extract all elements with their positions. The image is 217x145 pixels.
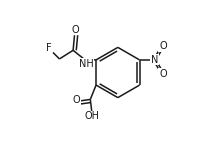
Text: NH: NH	[79, 59, 93, 69]
Text: N: N	[151, 55, 158, 65]
Text: OH: OH	[85, 111, 100, 121]
Text: O: O	[159, 69, 167, 79]
Text: O: O	[159, 41, 167, 51]
Text: O: O	[72, 25, 79, 35]
Text: F: F	[46, 44, 52, 54]
Text: O: O	[72, 95, 80, 105]
